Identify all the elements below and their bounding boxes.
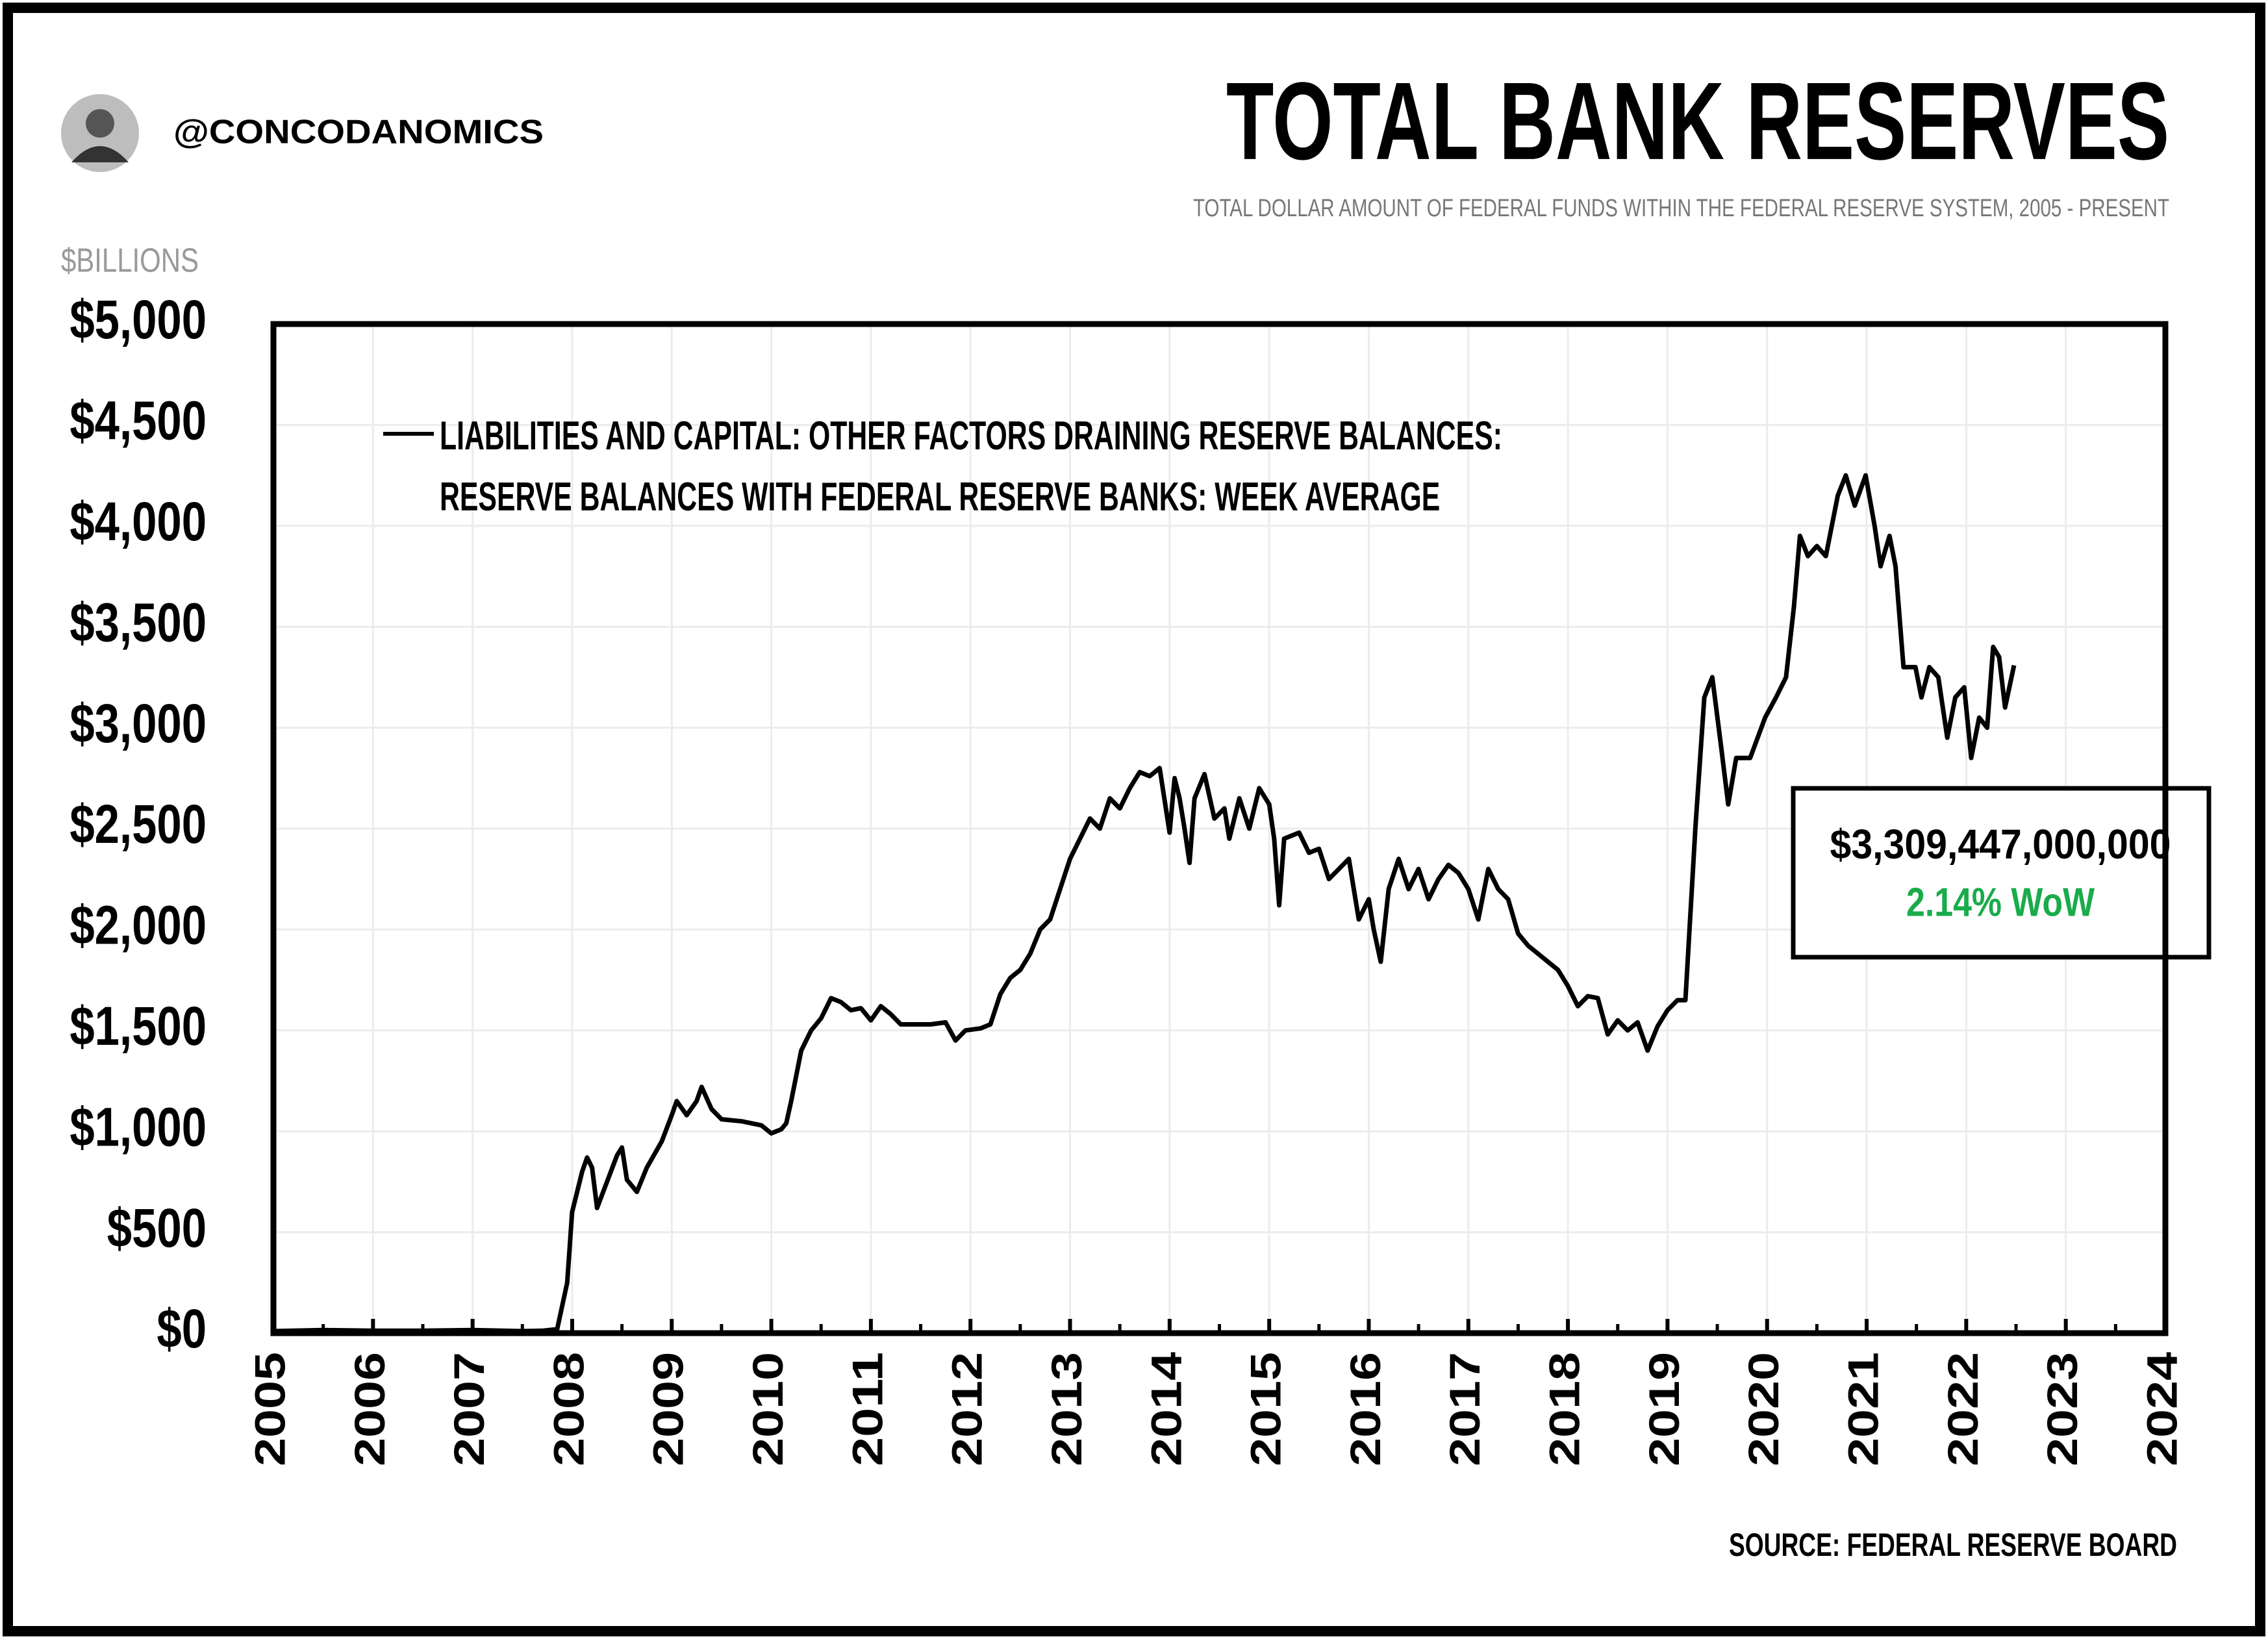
- frame: [3, 3, 2265, 1636]
- x-tick-label: 2022: [1939, 1352, 1987, 1466]
- x-tick-label: 2020: [1739, 1352, 1787, 1466]
- source: SOURCE: FEDERAL RESERVE BOARD: [1729, 1527, 2177, 1563]
- x-tick-label: 2018: [1541, 1352, 1589, 1466]
- plot: [273, 473, 2017, 1334]
- chart-title: TOTAL BANK RESERVES: [1226, 60, 2169, 183]
- x-tick-label: 2006: [346, 1352, 394, 1466]
- plot-frame: [270, 321, 2169, 1336]
- annotation-box: [1791, 786, 2211, 960]
- handle: @CONCODANOMICS: [173, 114, 544, 151]
- y-tick-label: $3,000: [69, 693, 207, 754]
- avatar-body: [71, 146, 129, 162]
- y-axis-label: $BILLIONS: [61, 242, 199, 280]
- x-tick-label: 2016: [1341, 1352, 1389, 1466]
- x-tick-label: 2013: [1042, 1352, 1090, 1466]
- x-tick-label: 2008: [544, 1352, 592, 1466]
- x-tick-label: 2012: [943, 1352, 991, 1466]
- series-line: [273, 473, 2017, 1334]
- x-tick-label: 2005: [246, 1352, 294, 1466]
- x-tick-label: 2010: [744, 1352, 792, 1466]
- annotation-value: $3,309,447,000,000: [1830, 821, 2171, 868]
- x-tick-label: 2009: [644, 1352, 692, 1466]
- y-tick-label: $4,000: [69, 492, 207, 553]
- y-tick-label: $1,000: [69, 1097, 207, 1158]
- y-tick-label: $0: [157, 1299, 207, 1360]
- x-tick-label: 2023: [2038, 1352, 2086, 1466]
- y-tick-label: $3,500: [69, 592, 207, 653]
- annotation-change: 2.14% WoW: [1906, 880, 2095, 925]
- x-tick-label: 2024: [2137, 1352, 2186, 1466]
- y-tick-label: $4,500: [69, 390, 207, 451]
- avatar-head: [86, 109, 114, 138]
- y-tick-label: $2,000: [69, 895, 207, 956]
- legend-label: LIABILITIES AND CAPITAL: OTHER FACTORS D…: [440, 414, 1503, 519]
- y-tick-label: $2,500: [69, 794, 207, 855]
- y-tick-label: $5,000: [69, 290, 207, 351]
- x-tick-label: 2014: [1142, 1352, 1190, 1466]
- y-tick-label: $1,500: [69, 996, 207, 1057]
- x-tick-label: 2011: [843, 1352, 891, 1466]
- y-tick-label: $500: [107, 1197, 207, 1258]
- x-tick-label: 2019: [1640, 1352, 1688, 1466]
- x-tick-label: 2017: [1441, 1352, 1489, 1466]
- x-tick-label: 2015: [1242, 1352, 1290, 1466]
- chart-subtitle: TOTAL DOLLAR AMOUNT OF FEDERAL FUNDS WIT…: [1193, 195, 2169, 222]
- x-tick-label: 2007: [445, 1352, 493, 1466]
- x-tick-label: 2021: [1839, 1352, 1887, 1466]
